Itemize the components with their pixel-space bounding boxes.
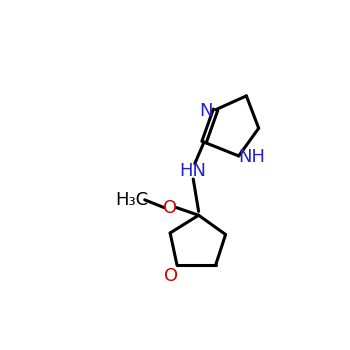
Text: N: N	[199, 102, 213, 120]
Text: NH: NH	[238, 148, 265, 167]
Text: O: O	[164, 267, 178, 285]
Text: H₃C: H₃C	[115, 191, 148, 209]
Text: HN: HN	[180, 162, 207, 180]
Text: O: O	[163, 198, 177, 217]
